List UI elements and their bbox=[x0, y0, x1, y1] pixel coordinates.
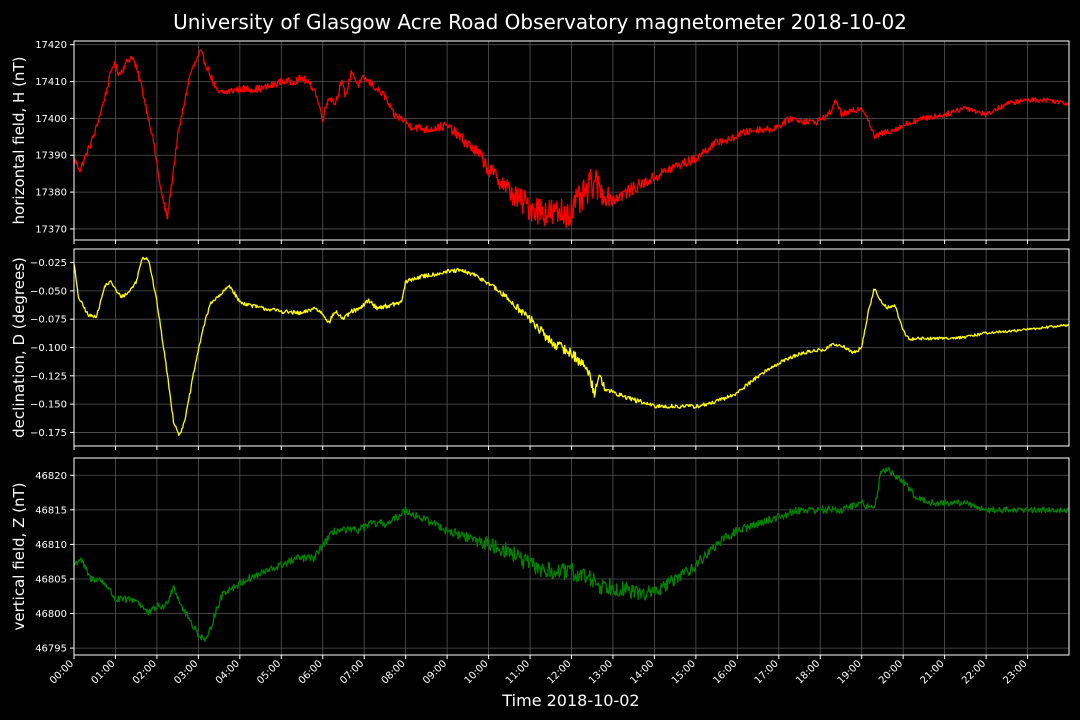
y-tick-label: −0.100 bbox=[30, 343, 67, 354]
y-tick-label: −0.125 bbox=[30, 371, 67, 382]
y-tick-label: −0.150 bbox=[30, 400, 67, 411]
y-tick-label: −0.025 bbox=[30, 258, 67, 269]
y-tick-label: 46810 bbox=[35, 540, 67, 551]
y-tick-label: 46815 bbox=[35, 505, 67, 516]
series-line-Z bbox=[73, 466, 1070, 643]
y-tick-label: −0.175 bbox=[30, 428, 67, 439]
y-tick-label: 46820 bbox=[35, 471, 67, 482]
y-axis-label: horizontal field, H (nT) bbox=[10, 57, 28, 225]
y-tick-label: −0.050 bbox=[30, 286, 67, 297]
panel-D: −0.175 −0.150 −0.125 −0.100 −0.075 −0.050 −0.0… bbox=[10, 248, 1070, 450]
y-tick-label: 17400 bbox=[35, 114, 67, 125]
series-line-D bbox=[73, 256, 1070, 437]
y-tick-label: 17390 bbox=[35, 151, 67, 162]
axes-frame bbox=[73, 457, 1070, 656]
panel-H: 17370 17380 17390 17400 17410 17420 horizontal… bbox=[10, 40, 1070, 244]
y-tick-label: 46795 bbox=[35, 644, 67, 655]
x-axis-label: Time 2018-10-02 bbox=[501, 691, 639, 710]
y-tick-label: 17420 bbox=[35, 40, 67, 51]
y-axis-label: declination, D (degrees) bbox=[10, 257, 28, 438]
y-tick-label: 46805 bbox=[35, 574, 67, 585]
y-tick-label: 17410 bbox=[35, 77, 67, 88]
y-tick-label: 17370 bbox=[35, 224, 67, 235]
y-tick-label: −0.075 bbox=[30, 315, 67, 326]
series-line-H bbox=[73, 49, 1070, 229]
axes-frame bbox=[73, 248, 1070, 447]
y-tick-label: 46800 bbox=[35, 609, 67, 620]
y-axis-label: vertical field, Z (nT) bbox=[10, 482, 28, 630]
y-tick-label: 17380 bbox=[35, 188, 67, 199]
axes-frame bbox=[73, 40, 1070, 241]
chart-title: University of Glasgow Acre Road Observat… bbox=[173, 10, 907, 34]
